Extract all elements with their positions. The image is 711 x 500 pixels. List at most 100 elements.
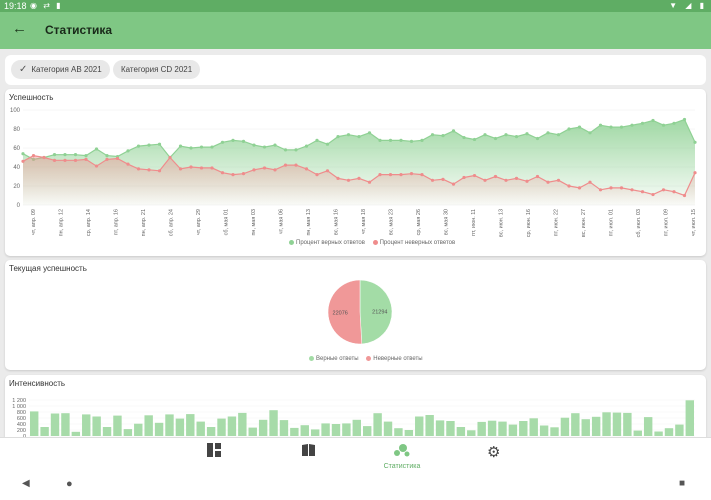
success-legend: Процент верных ответов Процент неверных … (283, 240, 455, 246)
bar (675, 424, 684, 436)
data-point (535, 136, 540, 141)
data-point (126, 149, 130, 153)
bar (404, 430, 414, 436)
data-point (441, 134, 445, 138)
bar (154, 422, 164, 436)
chip-label: Категория CD 2021 (121, 65, 193, 74)
system-status-icons: ▼ ◢ ▮ (669, 1, 707, 10)
data-point (661, 123, 666, 127)
data-point (273, 168, 277, 172)
nav-statistics[interactable]: Статистика (382, 443, 422, 470)
legend-label-wrong: Неверные ответы (373, 356, 423, 363)
legend-label-wrong: Процент неверных ответов (379, 240, 456, 247)
bar (352, 419, 361, 436)
app-bar: ← Статистика (0, 12, 711, 49)
data-point (577, 125, 582, 129)
data-point (546, 180, 550, 184)
bottom-navigation: Статистика ⚙ (0, 437, 711, 474)
data-point (178, 144, 183, 148)
data-point (577, 186, 582, 190)
bar (321, 423, 330, 436)
bar (144, 415, 153, 436)
bar (383, 421, 393, 436)
data-point (147, 168, 151, 172)
system-home-icon[interactable]: ● (66, 478, 73, 490)
legend-dot (372, 240, 378, 245)
bar (71, 431, 81, 436)
bar (61, 413, 70, 436)
nav-tickets[interactable] (301, 443, 316, 462)
bar (373, 413, 382, 436)
data-point (462, 175, 466, 180)
data-point (210, 145, 214, 149)
pie-legend: Верные ответы Неверные ответы (303, 356, 423, 362)
system-back-icon[interactable]: ◀ (22, 478, 30, 489)
y-tick-label: 400 (17, 422, 26, 428)
data-point (294, 148, 298, 152)
data-point (451, 129, 456, 133)
back-arrow-icon[interactable]: ← (12, 20, 27, 37)
check-icon: ✓ (19, 64, 28, 75)
bar (82, 414, 91, 436)
data-point (252, 143, 256, 147)
data-point (441, 177, 445, 181)
y-tick-label: 20 (13, 184, 20, 190)
data-point (472, 173, 477, 178)
chip-category-cd[interactable]: Категория CD 2021 (113, 60, 201, 79)
nav-dashboard[interactable] (207, 443, 221, 462)
data-point (430, 133, 435, 137)
data-point (220, 140, 225, 144)
data-point (199, 145, 204, 149)
bar (238, 412, 247, 436)
y-tick-label: 0 (17, 203, 21, 209)
data-point (346, 178, 351, 182)
data-point (304, 144, 309, 148)
system-recents-icon[interactable]: ■ (679, 478, 686, 489)
data-point (136, 144, 141, 148)
bar (685, 400, 694, 436)
bar (602, 412, 611, 436)
legend-label-correct: Верные ответы (316, 356, 359, 363)
data-point (73, 158, 78, 162)
bar (134, 423, 143, 436)
bar (186, 414, 195, 436)
data-point (315, 173, 319, 177)
data-point (378, 173, 382, 177)
bar (102, 427, 112, 436)
data-point (409, 139, 414, 143)
x-tick-label: чт, июл. 15 (691, 209, 697, 236)
data-point (619, 186, 624, 190)
bar (519, 421, 528, 436)
data-point (504, 178, 508, 182)
data-point (252, 168, 256, 172)
bar (612, 412, 622, 436)
x-tick-label: сб, июл. 03 (636, 209, 642, 237)
data-point (178, 167, 183, 171)
data-point (472, 137, 477, 142)
data-point (640, 190, 645, 194)
data-point (588, 180, 592, 184)
data-point (63, 153, 67, 157)
data-point (126, 162, 130, 166)
chip-category-ab[interactable]: ✓ Категория АВ 2021 (11, 60, 110, 79)
data-point (115, 156, 120, 161)
bar (415, 416, 424, 436)
bar (591, 416, 601, 436)
bar (456, 427, 466, 436)
bar (206, 427, 216, 436)
x-tick-label: вс, мая 16 (334, 209, 340, 235)
data-point (189, 146, 193, 150)
data-point (598, 123, 603, 127)
data-point (168, 155, 172, 160)
data-point (31, 154, 36, 158)
data-point (420, 138, 424, 142)
x-tick-label: пн, мая 13 (306, 209, 312, 236)
bar (175, 418, 185, 436)
data-point (84, 157, 88, 161)
status-bar: 19:18 ◉ ⇄ ▮ ▼ ◢ ▮ (0, 0, 711, 12)
data-point (94, 164, 99, 168)
data-point (346, 133, 351, 137)
nav-settings[interactable]: ⚙ (487, 443, 500, 461)
data-point (294, 163, 298, 167)
